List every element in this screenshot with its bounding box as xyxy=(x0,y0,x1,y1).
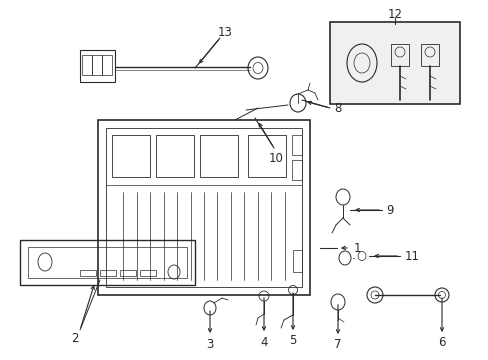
Bar xyxy=(200,135,238,177)
Bar xyxy=(247,135,285,177)
Bar xyxy=(102,55,112,75)
Text: 4: 4 xyxy=(260,336,267,348)
Bar xyxy=(329,22,459,104)
Bar xyxy=(420,44,438,66)
Bar xyxy=(92,55,102,75)
Text: 1: 1 xyxy=(352,242,360,255)
Bar xyxy=(80,270,96,276)
Bar xyxy=(291,135,302,155)
Bar xyxy=(292,250,302,272)
Text: 9: 9 xyxy=(386,203,393,216)
Text: 7: 7 xyxy=(334,338,341,351)
Bar xyxy=(156,135,194,177)
Text: 6: 6 xyxy=(437,337,445,350)
Bar xyxy=(291,160,302,180)
Text: 12: 12 xyxy=(386,8,402,21)
Text: 3: 3 xyxy=(206,338,213,351)
Bar xyxy=(390,44,408,66)
Text: 8: 8 xyxy=(334,102,341,114)
Bar xyxy=(120,270,136,276)
Text: 10: 10 xyxy=(268,152,283,165)
Text: 5: 5 xyxy=(289,334,296,347)
Text: 11: 11 xyxy=(404,249,419,262)
Bar xyxy=(80,50,115,82)
Text: 13: 13 xyxy=(217,26,232,39)
Bar xyxy=(112,135,150,177)
Text: 2: 2 xyxy=(71,332,79,345)
Bar xyxy=(140,270,156,276)
Bar xyxy=(82,55,92,75)
Bar xyxy=(100,270,116,276)
